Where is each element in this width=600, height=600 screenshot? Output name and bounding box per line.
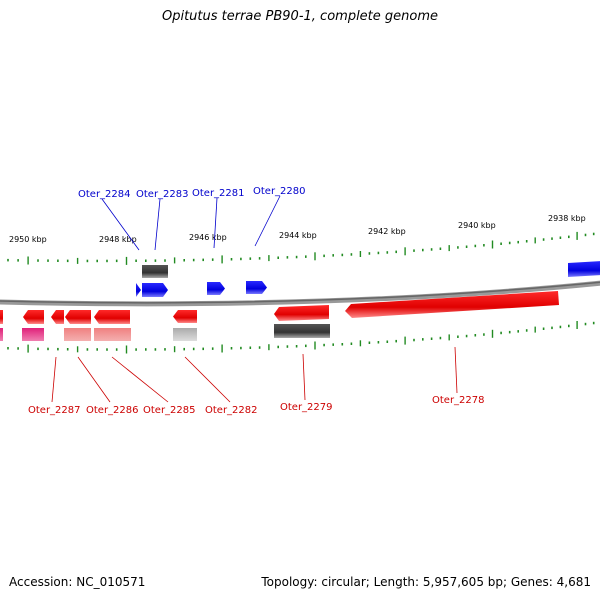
reverse-genes <box>0 291 559 341</box>
map-title: Opitutus terrae PB90-1, complete genome <box>161 9 439 24</box>
gene-arrow-reverse[interactable] <box>23 310 44 324</box>
gene-arrow-forward[interactable] <box>207 282 225 295</box>
gene-feature-magenta[interactable] <box>0 328 3 341</box>
gene-arrow-reverse[interactable] <box>0 310 3 324</box>
gene-arrow-forward[interactable] <box>568 261 600 277</box>
forward-genes <box>136 261 600 297</box>
gene-arrow-reverse[interactable] <box>173 310 197 323</box>
gene-arrow-forward[interactable] <box>136 283 141 297</box>
gene-label-oter-2283[interactable]: Oter_2283 <box>136 189 189 200</box>
gene-feature-salmon[interactable] <box>64 328 91 341</box>
gene-arrow-reverse[interactable] <box>274 305 329 321</box>
scale-label: 2942 kbp <box>368 227 406 236</box>
gene-label-oter-2287[interactable]: Oter_2287 <box>28 405 81 416</box>
scale-label: 2948 kbp <box>99 235 137 244</box>
gene-feature-gray[interactable] <box>142 265 168 278</box>
scale-label: 2946 kbp <box>189 233 227 242</box>
gene-arrow-reverse[interactable] <box>345 291 559 318</box>
scale-ticks-top <box>7 231 595 265</box>
forward-gene-labels: Oter_2284 Oter_2283 Oter_2281 Oter_2280 <box>78 186 306 251</box>
scale-label: 2940 kbp <box>458 221 496 230</box>
gene-label-oter-2281[interactable]: Oter_2281 <box>192 188 245 199</box>
gene-arrow-reverse[interactable] <box>51 310 64 324</box>
gene-feature-salmon[interactable] <box>94 328 131 341</box>
gene-arrow-reverse[interactable] <box>94 310 130 324</box>
genome-backbone <box>0 280 600 307</box>
scale-ticks-bottom <box>7 321 595 354</box>
gene-label-oter-2279[interactable]: Oter_2279 <box>280 402 333 413</box>
gene-label-oter-2285[interactable]: Oter_2285 <box>143 405 196 416</box>
gene-label-oter-2280[interactable]: Oter_2280 <box>253 186 306 197</box>
gene-arrow-forward[interactable] <box>142 283 168 297</box>
reverse-gene-labels: Oter_2287 Oter_2286 Oter_2285 Oter_2282 … <box>28 346 485 416</box>
gene-feature-magenta[interactable] <box>22 328 44 341</box>
gene-label-oter-2284[interactable]: Oter_2284 <box>78 189 131 200</box>
gene-feature-lightgray[interactable] <box>173 328 197 341</box>
genome-summary-text: Topology: circular; Length: 5,957,605 bp… <box>261 575 591 589</box>
gene-arrow-forward[interactable] <box>246 281 267 294</box>
scale-label: 2938 kbp <box>548 214 586 223</box>
gene-arrow-reverse[interactable] <box>65 310 91 324</box>
scale-labels: 2950 kbp 2948 kbp 2946 kbp 2944 kbp 2942… <box>9 214 586 244</box>
gene-label-oter-2286[interactable]: Oter_2286 <box>86 405 139 416</box>
gene-label-oter-2282[interactable]: Oter_2282 <box>205 405 258 416</box>
accession-text: Accession: NC_010571 <box>9 575 146 589</box>
scale-label: 2950 kbp <box>9 235 47 244</box>
gene-feature-darkgray[interactable] <box>274 324 330 338</box>
scale-label: 2944 kbp <box>279 231 317 240</box>
gene-label-oter-2278[interactable]: Oter_2278 <box>432 395 485 406</box>
